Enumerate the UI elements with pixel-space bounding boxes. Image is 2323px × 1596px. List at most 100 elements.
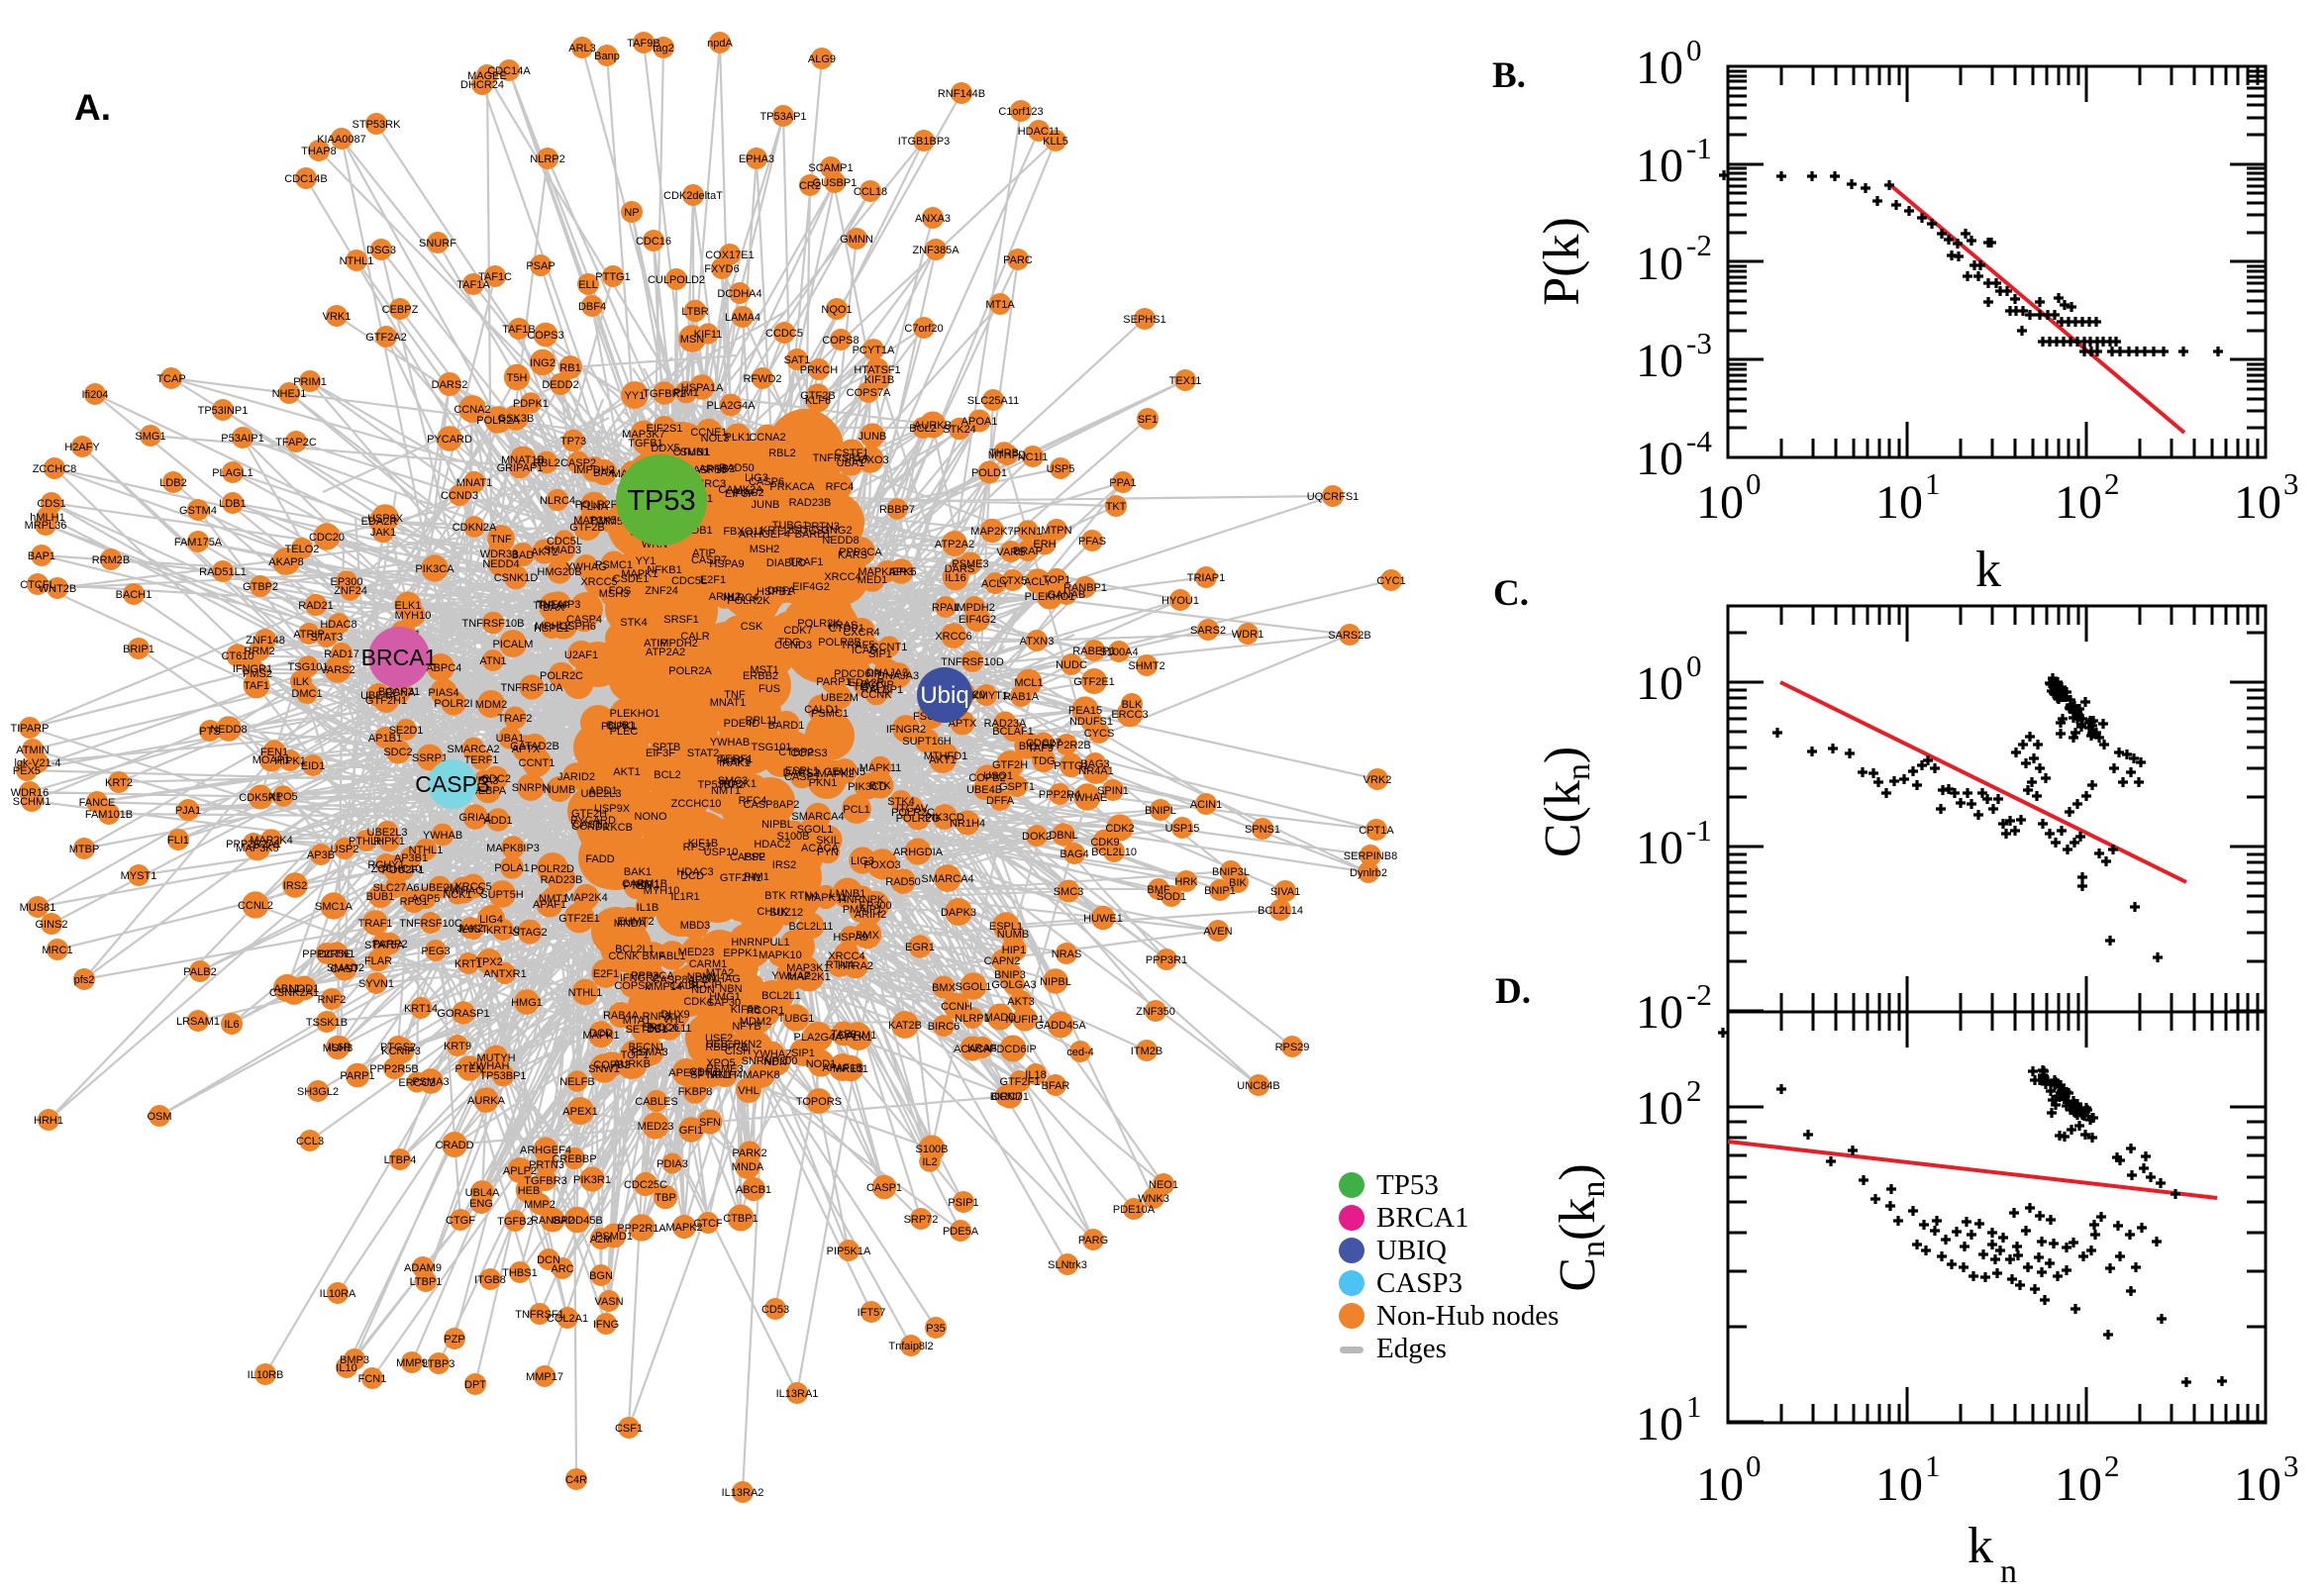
svg-text:CDK4: CDK4 — [683, 996, 712, 1008]
svg-text:Non-Hub nodes: Non-Hub nodes — [1376, 1300, 1559, 1332]
svg-text:RFC1: RFC1 — [400, 896, 429, 908]
svg-text:GATAD2B: GATAD2B — [510, 741, 559, 752]
svg-text:U2AF1: U2AF1 — [564, 649, 598, 661]
svg-text:AP3B1: AP3B1 — [394, 852, 428, 864]
svg-text:PSMA3: PSMA3 — [412, 1076, 449, 1088]
svg-text:PARP2: PARP2 — [372, 939, 407, 950]
svg-text:CDK7: CDK7 — [783, 625, 812, 637]
svg-text:CDC14A: CDC14A — [487, 65, 531, 77]
svg-text:PPP3CA: PPP3CA — [631, 970, 674, 982]
svg-text:WNT2B: WNT2B — [39, 583, 77, 595]
svg-text:HUWE1: HUWE1 — [1083, 913, 1123, 925]
svg-text:SERPINB8: SERPINB8 — [1344, 850, 1397, 862]
svg-text:PKN2: PKN2 — [734, 1039, 762, 1050]
svg-text:GOLGA3: GOLGA3 — [991, 979, 1036, 991]
svg-text:IMPDH2: IMPDH2 — [954, 602, 995, 614]
svg-text:RAD17: RAD17 — [324, 648, 358, 660]
svg-text:APTX: APTX — [512, 744, 541, 755]
svg-text:FAM101B: FAM101B — [85, 809, 133, 821]
svg-text:ELK1: ELK1 — [395, 600, 422, 612]
svg-text:DAPK3: DAPK3 — [941, 907, 976, 919]
svg-text:KIAA0087: KIAA0087 — [317, 134, 366, 146]
svg-text:APAF1: APAF1 — [533, 899, 566, 911]
svg-text:IL13RA1: IL13RA1 — [776, 1388, 819, 1400]
svg-text:WDR16: WDR16 — [11, 787, 50, 799]
svg-text:JAK2: JAK2 — [457, 923, 483, 935]
svg-text:POU2F1: POU2F1 — [382, 864, 425, 876]
svg-text:BAK1: BAK1 — [624, 866, 652, 878]
svg-text:PEA15: PEA15 — [1068, 705, 1102, 717]
svg-text:ZNF24: ZNF24 — [334, 585, 367, 597]
svg-text:BRCA1: BRCA1 — [1376, 1202, 1468, 1234]
svg-text:PPP2R5E: PPP2R5E — [302, 948, 352, 960]
svg-text:CHUK: CHUK — [757, 906, 788, 918]
svg-text:PKN1: PKN1 — [809, 777, 838, 789]
svg-text:PIK3CD: PIK3CD — [925, 812, 964, 824]
svg-text:TPX2: TPX2 — [475, 956, 503, 968]
svg-text:RCHY1: RCHY1 — [367, 859, 404, 871]
svg-text:CTX5: CTX5 — [999, 575, 1027, 587]
svg-text:SE2D1: SE2D1 — [389, 725, 424, 737]
svg-text:LDB1: LDB1 — [219, 498, 247, 510]
svg-text:IER3: IER3 — [889, 566, 913, 578]
svg-text:HNRNPK: HNRNPK — [839, 894, 885, 906]
svg-text:WDR1: WDR1 — [1232, 629, 1263, 641]
svg-text:CREBBP: CREBBP — [552, 1153, 596, 1165]
svg-text:CASP7: CASP7 — [691, 554, 727, 566]
svg-text:TNFRSF10A: TNFRSF10A — [501, 682, 564, 694]
svg-text:TP53INP1: TP53INP1 — [198, 405, 249, 417]
svg-text:10: 10 — [1636, 140, 1683, 192]
svg-text:IRS2: IRS2 — [283, 880, 307, 892]
svg-text:IL2: IL2 — [922, 1156, 937, 1168]
svg-text:P(k): P(k) — [1534, 217, 1590, 306]
svg-text:NDUFS1: NDUFS1 — [1069, 716, 1113, 728]
svg-text:GTF2B: GTF2B — [800, 390, 835, 402]
svg-text:BCL2L11: BCL2L11 — [647, 1023, 691, 1035]
svg-text:CPT1A: CPT1A — [1359, 825, 1394, 837]
svg-text:PKMYT1: PKMYT1 — [964, 690, 1008, 702]
svg-text:EGR1: EGR1 — [905, 942, 935, 953]
svg-text:TNFAIP3: TNFAIP3 — [537, 599, 581, 611]
svg-text:SETDB1: SETDB1 — [626, 1024, 668, 1036]
svg-text:MAPK11: MAPK11 — [805, 892, 848, 904]
svg-text:SCAMP1: SCAMP1 — [808, 162, 853, 174]
svg-text:BGN: BGN — [589, 1270, 613, 1282]
svg-text:10: 10 — [1636, 657, 1683, 710]
svg-text:UNC84B: UNC84B — [1237, 1080, 1279, 1092]
svg-text:NOL3: NOL3 — [701, 433, 730, 445]
svg-text:IFNG: IFNG — [593, 1319, 619, 1331]
svg-text:RRM2B: RRM2B — [92, 554, 131, 566]
svg-text:ANXA3: ANXA3 — [915, 213, 951, 225]
svg-text:NMT1: NMT1 — [711, 785, 741, 797]
svg-text:GADD45B: GADD45B — [552, 1215, 602, 1227]
svg-text:SH3GL2: SH3GL2 — [297, 1086, 339, 1098]
svg-text:EHMT2: EHMT2 — [617, 916, 654, 928]
svg-text:EDA2R: EDA2R — [849, 677, 885, 689]
svg-text:TIPARP: TIPARP — [11, 723, 50, 735]
svg-text:MAPK10: MAPK10 — [758, 949, 801, 961]
svg-text:BCL2L1: BCL2L1 — [761, 990, 801, 1002]
svg-text:APLP2: APLP2 — [503, 1165, 537, 1177]
svg-text:HIP1: HIP1 — [636, 879, 659, 891]
svg-text:UBIQ: UBIQ — [1376, 1235, 1447, 1266]
svg-text:MED23: MED23 — [638, 1121, 674, 1133]
svg-text:DFFA: DFFA — [986, 795, 1015, 807]
svg-text:SHMT2: SHMT2 — [1128, 660, 1164, 672]
svg-text:MSN: MSN — [680, 334, 705, 346]
svg-text:SUPT16H: SUPT16H — [902, 736, 952, 748]
svg-text:BMF: BMF — [1147, 884, 1170, 896]
svg-text:HSPA9: HSPA9 — [709, 558, 744, 570]
svg-text:LTBR: LTBR — [681, 306, 708, 318]
svg-text:CCND3: CCND3 — [441, 490, 478, 502]
svg-text:BIK: BIK — [1229, 877, 1247, 889]
svg-text:GRIPAP1: GRIPAP1 — [497, 462, 544, 474]
svg-text:PKN1: PKN1 — [1014, 526, 1043, 538]
svg-text:MAP2K7: MAP2K7 — [970, 526, 1013, 538]
svg-text:ABL1: ABL1 — [274, 983, 301, 995]
svg-text:MAP2K1: MAP2K1 — [787, 971, 830, 983]
svg-text:PRKCB: PRKCB — [595, 822, 633, 834]
svg-text:GINS2: GINS2 — [35, 919, 67, 931]
svg-text:BAD: BAD — [512, 549, 535, 561]
svg-text:ARC: ARC — [551, 1263, 573, 1275]
svg-text:YY1: YY1 — [625, 390, 646, 402]
